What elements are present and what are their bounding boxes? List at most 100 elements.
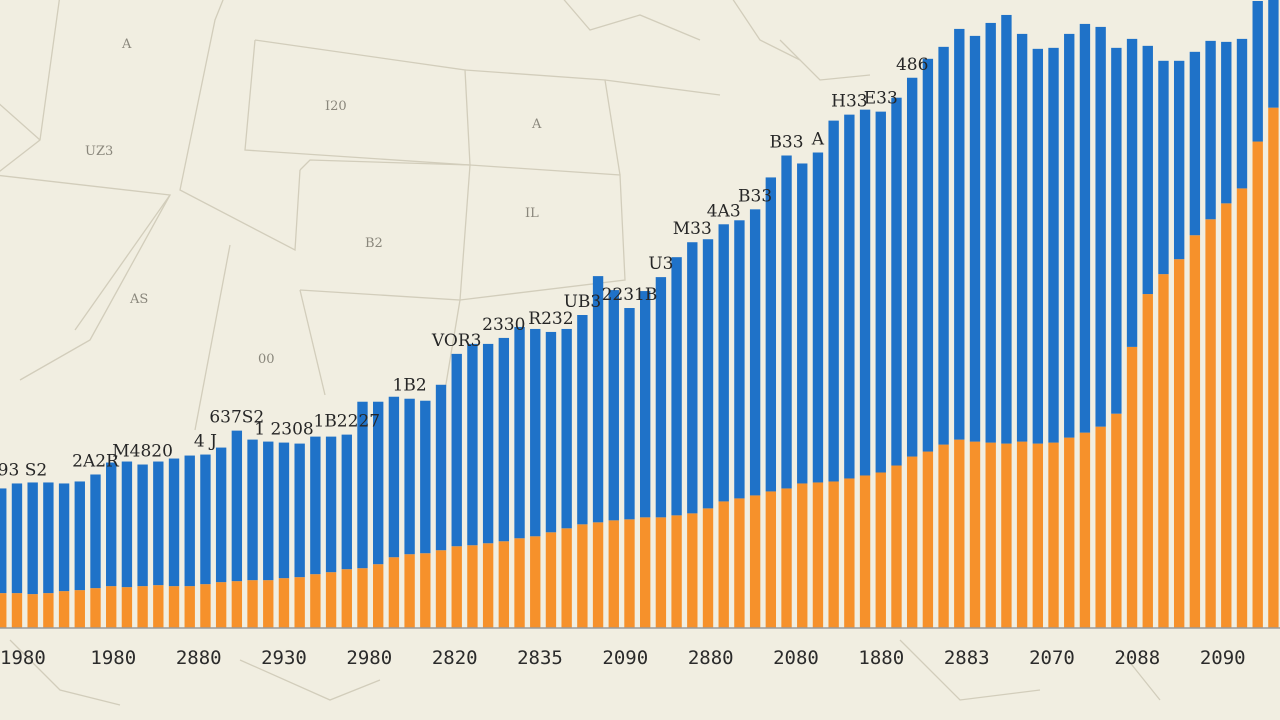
bar-segment-orange [530, 536, 541, 628]
bar-segment-orange [0, 593, 7, 628]
bar-segment-blue [278, 442, 290, 579]
bar-segment-orange [168, 586, 180, 628]
bar-segment-orange [278, 578, 290, 628]
x-tick-label: 2820 [432, 647, 478, 669]
bar-segment-orange [263, 580, 274, 628]
bar-segment-blue [687, 242, 698, 514]
map-label: 00 [258, 352, 275, 367]
bar-segment-blue [294, 443, 305, 578]
bar-segment-blue [608, 290, 619, 521]
bar-segment-blue [592, 276, 604, 523]
bar-segment-orange [1016, 441, 1028, 628]
bar-segment-blue [1126, 38, 1138, 347]
bar-segment-blue [1252, 1, 1263, 142]
map-label: UZ3 [85, 144, 113, 159]
bar-segment-orange [310, 574, 321, 628]
bar-segment-blue [58, 483, 70, 592]
bar-segment-blue [467, 343, 478, 546]
bar-segment-orange [1221, 203, 1232, 628]
bar-segment-blue [1079, 23, 1091, 433]
map-state-outline [732, 0, 801, 61]
bar-segment-orange [922, 451, 934, 628]
bar-segment-orange [1079, 432, 1091, 628]
bar-segment-blue [844, 114, 855, 479]
bar-segment-orange [215, 582, 227, 628]
bar-segment-orange [1095, 426, 1106, 628]
bar-segment-orange [404, 554, 415, 628]
bar-segment-blue [530, 328, 541, 537]
bar-segment-blue [514, 326, 525, 539]
x-axis-tick-labels: 1980 1980 2880 2930 2980 2820 2835 2090 2880 2080… [0, 647, 1246, 669]
bar-segment-blue [812, 152, 824, 483]
data-label: 4 J [194, 432, 217, 452]
bar-segment-blue [781, 155, 792, 489]
map-state-outline [459, 164, 626, 301]
bar-segment-orange [608, 520, 619, 628]
data-label: 1B2227 [314, 412, 381, 432]
bar-segment-orange [1142, 294, 1153, 628]
bar-segment-blue [341, 434, 352, 570]
bar-segment-orange [106, 586, 117, 628]
bar-segment-blue [1142, 45, 1153, 295]
x-tick-label: 2930 [261, 647, 307, 669]
bar-segment-blue [954, 28, 965, 440]
bar-segment-orange [797, 483, 808, 628]
bar-segment-blue [200, 454, 211, 585]
map-state-outline [244, 39, 471, 166]
bar-segment-orange [121, 587, 133, 628]
x-tick-label: 2090 [602, 647, 648, 669]
data-label: 1 2308 [254, 420, 313, 440]
bar-segment-orange [954, 439, 965, 628]
bar-segment-orange [373, 564, 384, 628]
map-label: IL [525, 206, 539, 221]
map-state-outline [194, 244, 231, 431]
data-label: 993 S2 [0, 461, 47, 481]
bars-layer [0, 0, 1279, 629]
bar-segment-blue [1048, 47, 1059, 443]
map-state-outline [299, 289, 326, 396]
bar-segment-orange [43, 593, 54, 628]
bar-segment-orange [938, 444, 949, 628]
data-label: 4A3 [707, 201, 741, 221]
x-tick-label: 2883 [944, 647, 990, 669]
map-state-outline [1119, 649, 1161, 701]
bar-segment-blue [1032, 48, 1044, 444]
bar-segment-blue [655, 277, 667, 518]
data-label: UB3 [564, 292, 602, 312]
bar-segment-blue [420, 400, 431, 554]
map-state-outline [239, 659, 381, 701]
data-label: 637S2 [209, 408, 264, 428]
bar-segment-blue [1268, 0, 1279, 108]
map-state-outline [0, 103, 41, 141]
bar-segment-blue [577, 315, 588, 525]
bar-segment-blue [325, 436, 337, 573]
map-state-outline [179, 0, 301, 252]
bar-segment-blue [137, 464, 148, 587]
data-label: B33 [738, 186, 772, 206]
bar-segment-blue [1064, 33, 1075, 438]
x-tick-label: 2880 [688, 647, 734, 669]
bar-segment-orange [577, 524, 588, 628]
bar-segment-blue [1236, 38, 1248, 189]
bar-segment-orange [1001, 443, 1012, 628]
bar-segment-orange [1111, 413, 1122, 628]
map-state-outline [604, 79, 721, 96]
bar-segment-blue [859, 109, 871, 476]
bar-segment-blue [498, 337, 510, 542]
x-tick-label: 2088 [1114, 647, 1160, 669]
bar-segment-blue [545, 331, 557, 533]
bar-segment-orange [718, 501, 729, 628]
bar-segment-orange [624, 519, 635, 628]
bar-segment-blue [1111, 47, 1122, 414]
bar-segment-blue [749, 209, 761, 496]
bar-segment-orange [247, 580, 258, 628]
data-label: U3 [648, 254, 673, 274]
bar-segment-orange [969, 441, 981, 628]
bar-segment-orange [482, 543, 494, 628]
x-tick-label: 1980 [0, 647, 46, 669]
data-label: 2A2R [72, 452, 120, 472]
bar-segment-orange [514, 538, 525, 628]
map-label: I20 [325, 99, 347, 114]
x-tick-label: 1980 [90, 647, 136, 669]
x-tick-label: 2090 [1200, 647, 1246, 669]
